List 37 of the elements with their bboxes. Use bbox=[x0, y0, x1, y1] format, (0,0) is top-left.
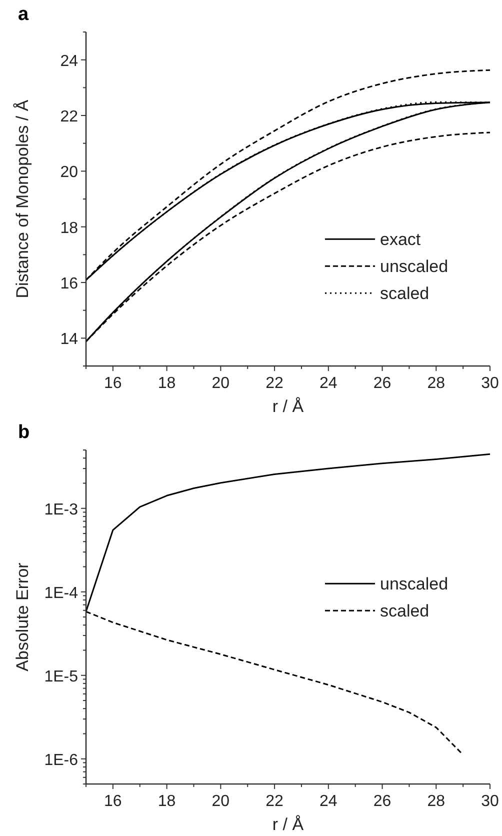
y-tick-label: 1E-3 bbox=[44, 501, 78, 518]
x-tick-label: 20 bbox=[212, 375, 230, 392]
x-tick-label: 28 bbox=[427, 375, 446, 392]
legend-label: scaled bbox=[380, 284, 430, 304]
y-axis-title: Absolute Error bbox=[13, 562, 32, 672]
x-tick-label: 24 bbox=[320, 375, 338, 392]
x-tick-label: 24 bbox=[320, 793, 338, 810]
y-tick-label: 20 bbox=[60, 164, 78, 182]
x-tick-label: 22 bbox=[266, 793, 284, 810]
x-tick-label: 30 bbox=[481, 375, 499, 392]
x-tick-label: 28 bbox=[427, 793, 446, 810]
y-tick-label: 24 bbox=[60, 52, 78, 70]
x-tick-label: 16 bbox=[104, 375, 122, 392]
legend-label: unscaled bbox=[380, 257, 448, 276]
legend-label: scaled bbox=[380, 602, 430, 621]
y-tick-label: 18 bbox=[60, 220, 78, 237]
y-tick-label: 1E-5 bbox=[44, 668, 78, 686]
y-tick-label: 16 bbox=[60, 276, 78, 292]
x-tick-label: 26 bbox=[373, 375, 392, 392]
y-tick-label: 22 bbox=[60, 108, 78, 126]
x-tick-label: 18 bbox=[158, 375, 176, 392]
y-tick-label: 1E-6 bbox=[44, 752, 78, 769]
x-tick-label: 30 bbox=[481, 793, 499, 810]
chart-title: b bbox=[18, 422, 30, 443]
x-tick-label: 18 bbox=[158, 793, 176, 810]
y-tick-label: 14 bbox=[60, 331, 78, 348]
x-tick-label: 16 bbox=[104, 793, 122, 810]
x-axis-title: r / Å bbox=[272, 397, 304, 416]
legend-label: unscaled bbox=[380, 574, 448, 594]
x-axis-title: r / Å bbox=[272, 815, 304, 834]
x-tick-label: 22 bbox=[266, 375, 284, 392]
y-axis-title: Distance of Monopoles / Å bbox=[13, 99, 32, 298]
x-tick-label: 20 bbox=[212, 793, 230, 810]
legend-label: exact bbox=[380, 230, 421, 250]
y-tick-label: 1E-4 bbox=[44, 584, 78, 602]
x-tick-label: 26 bbox=[373, 793, 392, 810]
chart-title: a bbox=[18, 4, 29, 25]
